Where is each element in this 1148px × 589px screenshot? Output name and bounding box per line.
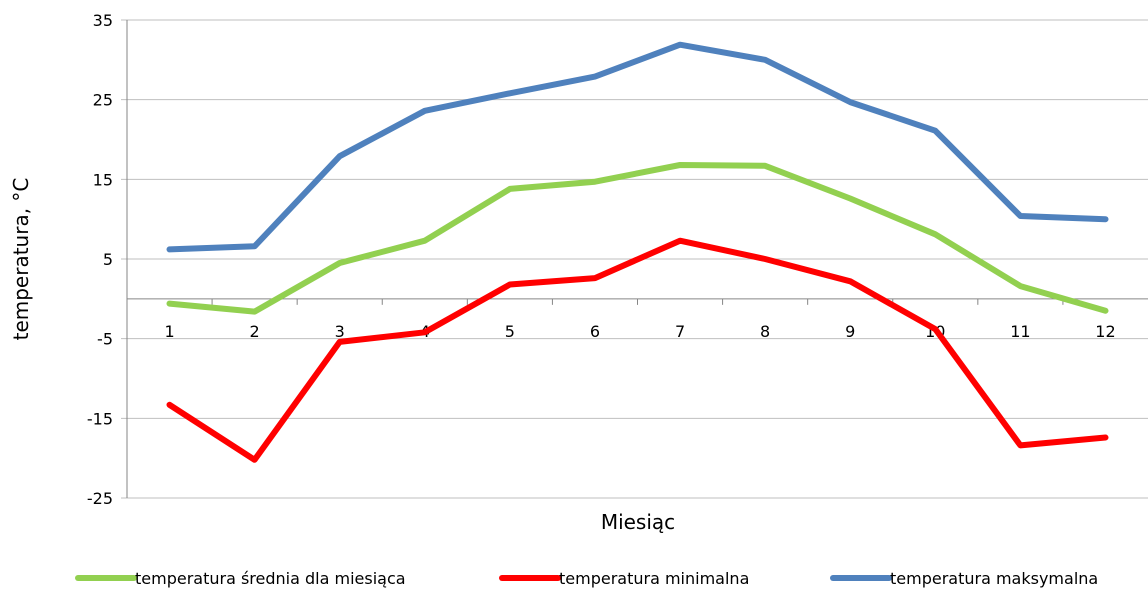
x-tick-label: 6 [590, 322, 600, 341]
y-tick-label: 5 [103, 250, 113, 269]
legend-label-1: temperatura minimalna [559, 569, 749, 588]
y-tick-label: 35 [93, 11, 113, 30]
legend-label-2: temperatura maksymalna [890, 569, 1098, 588]
series-lines [166, 41, 1109, 463]
x-tick-label: 7 [675, 322, 685, 341]
x-tick-label: 5 [505, 322, 515, 341]
legend: temperatura średnia dla miesiąca temperat… [75, 569, 1098, 588]
y-tick-label: 15 [93, 170, 113, 189]
y-tick-label: -15 [87, 409, 113, 428]
y-tick-label: -5 [97, 330, 113, 349]
x-tick-label: 8 [760, 322, 770, 341]
y-tick-labels: 35 25 15 5 -5 -15 -25 [87, 11, 113, 508]
legend-label-0: temperatura średnia dla miesiąca [135, 569, 406, 588]
y-tick-label: 25 [93, 91, 113, 110]
x-tick-label: 9 [845, 322, 855, 341]
x-tick-label: 3 [335, 322, 345, 341]
series-line-2 [166, 41, 1109, 253]
x-tick-label: 1 [164, 322, 174, 341]
series-line-1 [166, 237, 1109, 463]
series-line-0 [166, 162, 1109, 315]
y-axis-title: temperatura, °C [9, 178, 33, 341]
x-tick-label: 11 [1010, 322, 1030, 341]
x-axis-title: Miesiąc [601, 510, 675, 534]
x-tick-labels: 1 2 3 4 5 6 7 8 9 10 11 12 [126, 298, 1116, 341]
x-tick-label: 2 [250, 322, 260, 341]
x-tick-label: 12 [1095, 322, 1115, 341]
gridlines [121, 19, 1148, 499]
y-tick-label: -25 [87, 489, 113, 508]
